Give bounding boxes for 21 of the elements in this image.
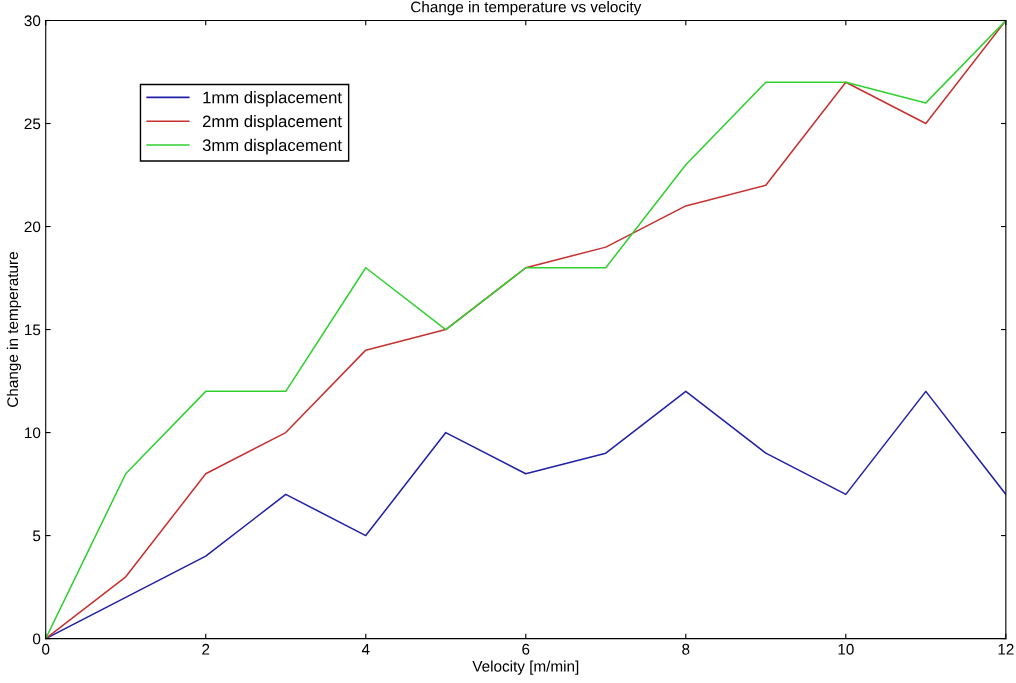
y-tick-label: 5 <box>32 530 41 542</box>
y-tick-label: 0 <box>32 633 41 645</box>
legend-label: 2mm displacement <box>202 114 342 131</box>
x-tick-label: 10 <box>838 643 854 655</box>
y-axis-title: Change in temperature <box>6 252 22 407</box>
x-tick-label: 0 <box>42 643 50 655</box>
x-tick-label: 4 <box>361 644 370 655</box>
legend-label: 3mm displacement <box>202 138 342 155</box>
chart-title: Change in temperature vs velocity <box>411 1 642 16</box>
y-tick-label: 30 <box>24 15 41 27</box>
y-tick-label: 25 <box>24 118 41 130</box>
y-tick-label: 20 <box>24 221 41 233</box>
y-tick-label: 10 <box>25 427 41 439</box>
x-tick-label: 6 <box>522 643 530 655</box>
x-tick-label: 8 <box>682 643 690 655</box>
x-axis-title: Velocity [m/min] <box>472 660 579 675</box>
x-tick-label: 2 <box>202 643 210 655</box>
legend-label: 1mm displacement <box>203 91 342 107</box>
y-tick-label: 15 <box>25 324 41 336</box>
x-tick-label: 12 <box>998 643 1014 655</box>
line-series <box>45 20 1006 639</box>
